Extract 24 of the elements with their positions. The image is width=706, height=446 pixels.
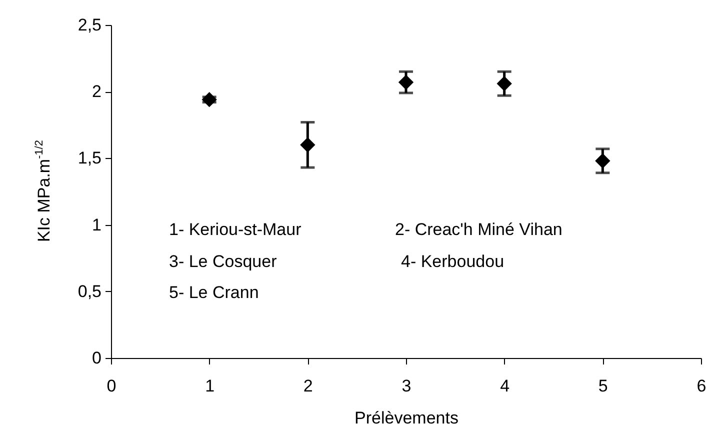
point <box>202 92 217 108</box>
point <box>496 76 512 92</box>
x-tick-label: 3 <box>402 376 412 396</box>
y-tick-label: 0,5 <box>78 282 102 301</box>
annotation: 3- Le Cosquer <box>169 252 278 271</box>
y-tick-label: 1 <box>92 215 102 234</box>
annotation: 4- Kerboudou <box>401 252 504 271</box>
x-tick-label: 1 <box>205 376 215 396</box>
x-axis-title: Prélèvements <box>354 408 458 428</box>
point <box>398 74 414 90</box>
y-tick-label: 0 <box>92 348 102 368</box>
x-tick-label: 5 <box>598 376 608 396</box>
x-tick-label: 4 <box>500 376 510 396</box>
point <box>595 153 610 168</box>
annotation: 2- Creac'h Miné Vihan <box>395 220 562 239</box>
x-tick-label: 6 <box>696 376 706 396</box>
y-tick-label: 2 <box>92 82 102 102</box>
y-tick-label: 1,5 <box>78 148 102 168</box>
y-tick-label: 2,5 <box>78 16 102 34</box>
annotation: 1- Keriou-st-Maur <box>169 220 302 239</box>
x-tick-label: 0 <box>106 376 116 396</box>
x-tick-label: 2 <box>303 376 313 396</box>
annotation: 5- Le Crann <box>169 283 259 302</box>
point <box>300 137 316 152</box>
